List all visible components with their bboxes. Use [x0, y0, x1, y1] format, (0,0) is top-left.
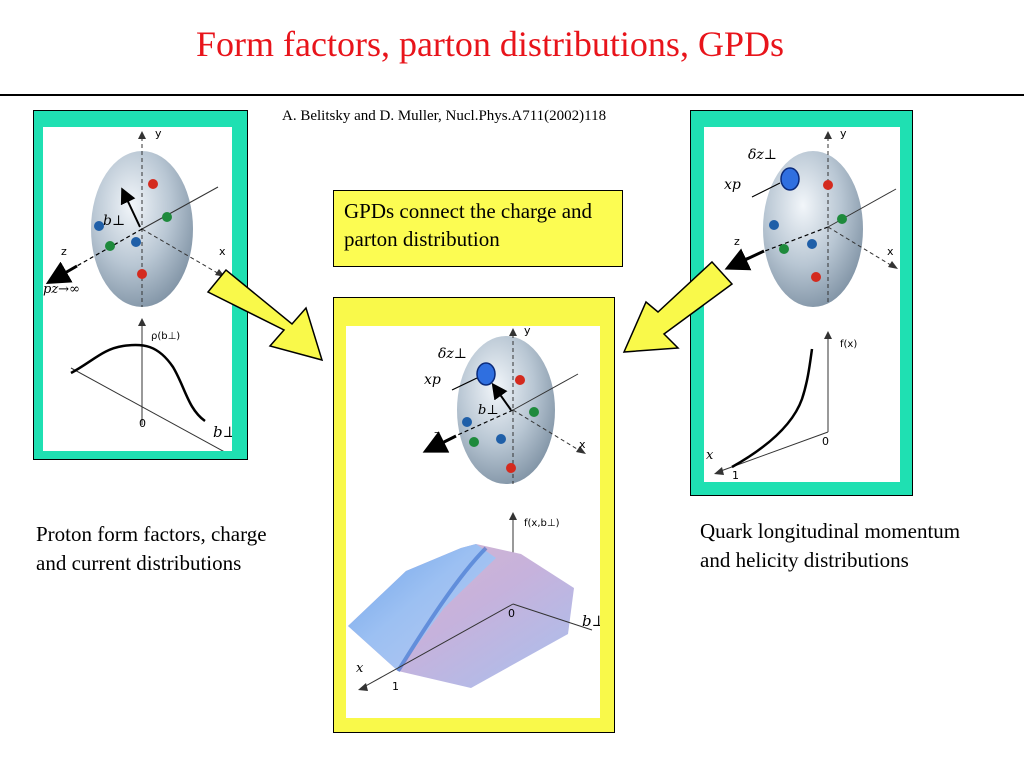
form-factor-diagram: y x z b⊥ pz→∞ ρ(b⊥) 0 b⊥ [43, 127, 244, 463]
form-factor-panel: y x z b⊥ pz→∞ ρ(b⊥) 0 b⊥ [33, 110, 248, 463]
quark-blue-icon [462, 417, 472, 427]
z-axis-label: z [434, 428, 440, 441]
y-axis-arrow-icon [824, 131, 832, 139]
gpd-panel: y x z δz⊥ xp b⊥ f(x,b⊥) [333, 297, 615, 733]
b-perp-vector-icon [120, 187, 141, 228]
parton-distribution-panel: y x z δz⊥ xp f(x) [690, 110, 913, 496]
x-axis-arrow-icon [888, 261, 898, 269]
quark-green-icon [469, 437, 479, 447]
b-perp-axis [512, 603, 593, 631]
gpd-diagram: y x z δz⊥ xp b⊥ f(x,b⊥) [348, 324, 606, 693]
proton-ellipsoid [763, 151, 863, 307]
rho-curve [70, 343, 206, 423]
y-axis-label: y [840, 127, 847, 140]
xp-label: xp [424, 372, 441, 388]
b-perp-label: b⊥ [478, 403, 499, 418]
x-axis-label: x [887, 245, 894, 258]
y-axis-arrow-icon [138, 131, 146, 139]
z-momentum-arrow-icon [422, 431, 457, 453]
quark-red-icon [506, 463, 516, 473]
quark-green-icon [837, 214, 847, 224]
x-axis-arrow-icon [215, 269, 225, 277]
quark-blue-icon [131, 237, 141, 247]
f-curve [731, 348, 814, 469]
x-plot-arrow-icon [358, 683, 368, 691]
z-axis [743, 226, 829, 260]
x-axis-label: x [579, 438, 586, 451]
f-label: f(x) [840, 339, 857, 350]
quark-red-icon [823, 180, 833, 190]
quark-green-icon [529, 407, 539, 417]
quark-red-icon [148, 179, 158, 189]
b-perp-vector-icon [491, 382, 512, 411]
f-axis-arrow-icon [509, 512, 517, 520]
pz-limit-label: pz→∞ [43, 282, 80, 297]
x-axis-plot-label: x [356, 661, 364, 676]
one-label: 1 [392, 680, 399, 693]
quark-red-icon [515, 375, 525, 385]
x-plot-arrow-icon [714, 467, 724, 475]
upper-axis [512, 373, 579, 411]
origin-label: 0 [822, 435, 829, 448]
delta-z-label: δz⊥ [438, 346, 467, 362]
x-axis-plot-label: x [706, 448, 714, 463]
rho-label: ρ(b⊥) [151, 331, 180, 342]
origin-label: 0 [508, 607, 515, 620]
b-perp-axis-label: b⊥ [213, 423, 232, 441]
gpd-panel-inner: y x z δz⊥ xp b⊥ f(x,b⊥) [346, 324, 606, 718]
one-label: 1 [732, 469, 739, 482]
origin-label: 0 [139, 417, 146, 430]
parton-cluster-icon [780, 167, 800, 191]
f-label: f(x,b⊥) [524, 518, 560, 529]
b-perp-label: b⊥ [103, 213, 125, 229]
z-axis-label: z [734, 235, 740, 248]
delta-z-label: δz⊥ [748, 147, 777, 163]
quark-red-icon [811, 272, 821, 282]
xp-label: xp [724, 177, 741, 193]
y-axis-label: y [155, 127, 162, 140]
gpd-surface-ridge [348, 544, 496, 671]
y-axis-arrow-icon [509, 328, 517, 336]
parton-distribution-caption: Quark longitudinal momentum and helicity… [700, 519, 961, 572]
y-axis-label: y [524, 326, 531, 337]
quark-blue-icon [769, 220, 779, 230]
quark-blue-icon [807, 239, 817, 249]
z-axis-label: z [61, 245, 67, 258]
upper-axis [141, 186, 219, 230]
f-axis-arrow-icon [824, 331, 832, 339]
quark-red-icon [137, 269, 147, 279]
quark-blue-icon [496, 434, 506, 444]
proton-ellipsoid [457, 336, 555, 484]
quark-blue-icon [94, 221, 104, 231]
rho-axis-arrow-icon [138, 318, 146, 326]
b-perp-axis [70, 367, 244, 463]
title-divider [0, 94, 1024, 96]
parton-pointer-line [751, 182, 781, 198]
parton-cluster-icon [476, 362, 496, 386]
citation: A. Belitsky and D. Muller, Nucl.Phys.A71… [282, 108, 607, 124]
x-axis [141, 228, 222, 276]
x-axis [827, 226, 895, 268]
parton-pointer-line [451, 377, 478, 391]
form-factor-panel-inner: y x z b⊥ pz→∞ ρ(b⊥) 0 b⊥ [43, 127, 244, 463]
parton-distribution-panel-inner: y x z δz⊥ xp f(x) [704, 127, 900, 482]
gpd-ridge-line [396, 546, 488, 673]
x-axis-label: x [219, 245, 226, 258]
quark-green-icon [162, 212, 172, 222]
gpd-callout: GPDs connect the charge and parton distr… [333, 190, 623, 267]
form-factor-caption: Proton form factors, charge and current … [36, 522, 267, 575]
z-momentum-arrow-icon [45, 261, 78, 284]
quark-green-icon [105, 241, 115, 251]
b-perp-axis-label: b⊥ [582, 612, 600, 630]
x-axis-plot [361, 603, 514, 689]
slide-title: Form factors, parton distributions, GPDs [196, 24, 784, 64]
x-axis-arrow-icon [576, 446, 586, 454]
quark-green-icon [779, 244, 789, 254]
parton-distribution-diagram: y x z δz⊥ xp f(x) [706, 127, 898, 482]
z-momentum-arrow-icon [724, 248, 765, 271]
